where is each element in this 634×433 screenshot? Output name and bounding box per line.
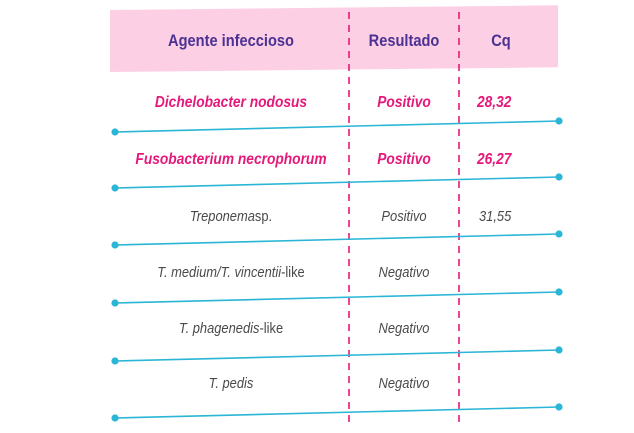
table-row-agent: Dichelobacter nodosus (123, 90, 340, 116)
agent-name: T. pedis (208, 374, 254, 392)
table-row-cq (479, 259, 539, 285)
header-agent: Agente infeccioso (168, 31, 294, 50)
row-separator-dot (111, 299, 119, 307)
agent-name: T. medium/T. vincentii (157, 263, 282, 281)
table-row-result: Positivo (381, 207, 427, 225)
table-row-result: Negativo (378, 374, 430, 392)
row-separator-dot (111, 184, 119, 192)
row-separator-dot (555, 173, 563, 181)
row-separators (111, 117, 563, 422)
table-row-cq (479, 370, 539, 396)
table-row-cq: 28,32 (477, 94, 512, 111)
table-row-agent: T. medium/T. vincentii -like (123, 259, 340, 285)
row-separator-dot (555, 288, 563, 296)
table-row-cq: 31,55 (479, 207, 512, 225)
table-row-cq (479, 315, 539, 341)
table-row-result: Negativo (378, 263, 430, 281)
table-row-cq: 26,27 (477, 151, 512, 168)
table-row-agent: T. phagenedis -like (123, 315, 340, 341)
table-row-result: Negativo (378, 319, 430, 337)
row-separator (114, 176, 560, 189)
agent-suffix: sp. (254, 207, 273, 225)
agent-name: T. phagenedis (178, 319, 260, 337)
table-row-agent: Fusobacterium necrophorum (123, 147, 340, 173)
table-row-result: Positivo (377, 151, 431, 168)
agent-suffix: -like (281, 263, 305, 281)
agent-suffix: -like (259, 319, 284, 337)
row-separator-dot (555, 230, 563, 238)
table-row-result: Positivo (377, 94, 431, 111)
agent-name: Treponema (189, 207, 255, 225)
row-separator (114, 406, 560, 419)
row-separator-dot (111, 241, 119, 249)
row-separator-dot (111, 357, 119, 365)
row-separator-dot (555, 346, 563, 354)
header-cq: Cq (491, 31, 511, 50)
table-row-agent: Treponema sp. (123, 203, 340, 229)
row-separator-dot (111, 414, 119, 422)
agent-name: Dichelobacter nodosus (154, 94, 308, 111)
table-row-agent: T. pedis (123, 370, 340, 396)
row-separator-dot (555, 403, 563, 411)
row-separator (114, 291, 560, 304)
row-separator (114, 233, 560, 246)
agent-name: Fusobacterium necrophorum (135, 151, 327, 168)
row-separator-dot (555, 117, 563, 125)
header-result: Resultado (368, 31, 440, 50)
row-separator (114, 349, 560, 362)
row-separator-dot (111, 128, 119, 136)
row-separator (114, 120, 560, 133)
